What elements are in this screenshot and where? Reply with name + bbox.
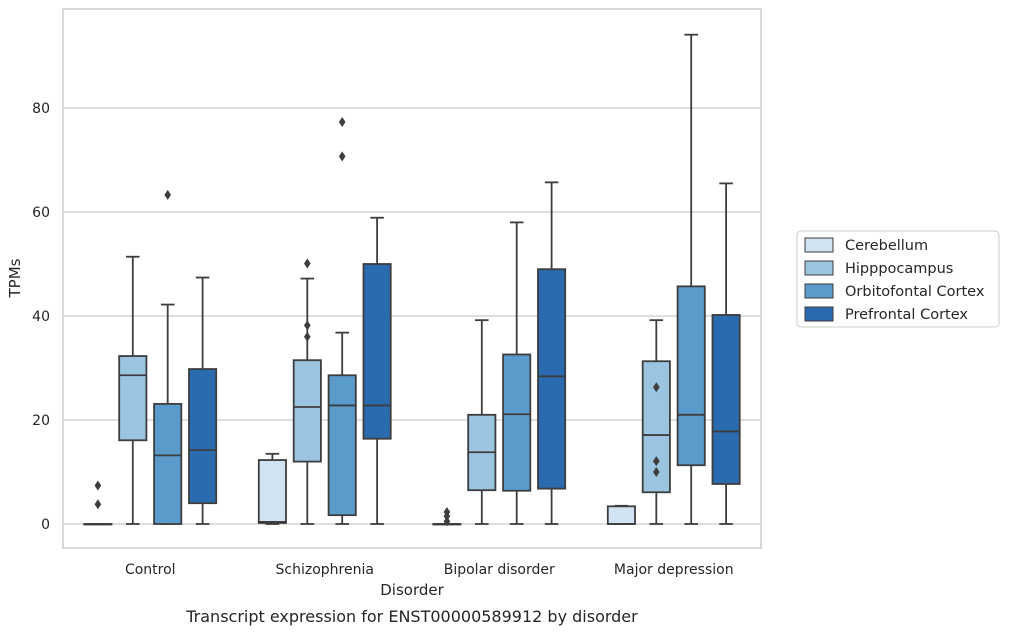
- outlier-point: [338, 117, 346, 128]
- box-hipppocampus-major-depression: [641, 319, 671, 525]
- legend-label-orbitofontal-cortex: Orbitofontal Cortex: [845, 284, 985, 300]
- y-tick-label-80: 80: [32, 101, 50, 117]
- outlier-point: [164, 189, 171, 200]
- box-hipppocampus-bipolar-disorder: [467, 319, 497, 525]
- x-axis-label: Disorder: [380, 581, 444, 599]
- legend-swatch-prefrontal-cortex: [804, 306, 834, 322]
- x-tick-label-schizophrenia: Schizophrenia: [276, 562, 374, 578]
- box-body: [153, 402, 183, 525]
- box-body: [362, 263, 392, 440]
- box-body: [676, 285, 706, 467]
- y-tick-label-0: 0: [41, 517, 50, 533]
- y-tick-label-40: 40: [32, 309, 50, 325]
- outlier-point: [94, 480, 102, 491]
- box-cerebellum-control: [83, 480, 113, 526]
- chart-caption: Transcript expression for ENST0000058991…: [185, 607, 638, 626]
- legend-frame: [796, 230, 1000, 328]
- outlier-point: [94, 499, 102, 510]
- y-axis: 0 20 40 60 80: [32, 101, 50, 533]
- y-tick-label-20: 20: [32, 413, 50, 429]
- box-orbitofontal-cortex-schizophrenia: [327, 117, 357, 525]
- box-orbitofontal-cortex-bipolar-disorder: [502, 221, 532, 525]
- box-body: [537, 268, 567, 490]
- box-body: [502, 353, 532, 492]
- box-body: [606, 505, 636, 525]
- box-body: [292, 359, 322, 463]
- x-tick-label-major-depression: Major depression: [614, 562, 734, 578]
- box-orbitofontal-cortex-major-depression: [676, 33, 706, 525]
- box-cerebellum-schizophrenia: [257, 452, 287, 525]
- outlier-point: [653, 467, 660, 477]
- legend-label-cerebellum: Cerebellum: [845, 238, 928, 254]
- box-cerebellum-bipolar-disorder: [432, 507, 462, 527]
- x-axis: Control Schizophrenia Bipolar disorder Majo…: [125, 562, 734, 578]
- box-prefrontal-cortex-bipolar-disorder: [537, 181, 567, 525]
- legend: Cerebellum Hipppocampus Orbitofontal Corte…: [796, 230, 1000, 328]
- outlier-point: [443, 516, 451, 527]
- y-axis-label: TPMs: [6, 258, 24, 298]
- outlier-point: [338, 151, 346, 162]
- outlier-point: [443, 507, 451, 518]
- outlier-point: [304, 258, 311, 269]
- box-cerebellum-major-depression: [606, 504, 636, 525]
- x-tick-label-control: Control: [125, 562, 176, 578]
- box-body: [118, 355, 148, 442]
- box-prefrontal-cortex-major-depression: [711, 182, 741, 525]
- box-body: [257, 459, 287, 524]
- y-tick-label-60: 60: [32, 205, 50, 221]
- box-body: [711, 314, 741, 485]
- box-hipppocampus-control: [118, 255, 148, 525]
- box-body: [188, 368, 218, 505]
- outlier-point: [653, 456, 660, 467]
- legend-swatch-cerebellum: [804, 237, 834, 253]
- box-body: [327, 374, 357, 517]
- x-tick-label-bipolar-disorder: Bipolar disorder: [444, 562, 555, 578]
- outlier-point: [304, 320, 311, 331]
- outlier-point: [304, 331, 311, 342]
- plot-area: [83, 33, 741, 527]
- legend-swatch-hipppocampus: [804, 260, 834, 276]
- legend-label-prefrontal-cortex: Prefrontal Cortex: [845, 307, 968, 323]
- outlier-point: [653, 382, 660, 393]
- box-prefrontal-cortex-schizophrenia: [362, 216, 392, 525]
- box-hipppocampus-schizophrenia: [292, 258, 322, 525]
- legend-swatch-orbitofontal-cortex: [804, 283, 834, 299]
- legend-label-hipppocampus: Hipppocampus: [845, 261, 953, 277]
- box-prefrontal-cortex-control: [188, 276, 218, 525]
- plot-frame: [62, 8, 762, 549]
- box-orbitofontal-cortex-control: [153, 189, 183, 525]
